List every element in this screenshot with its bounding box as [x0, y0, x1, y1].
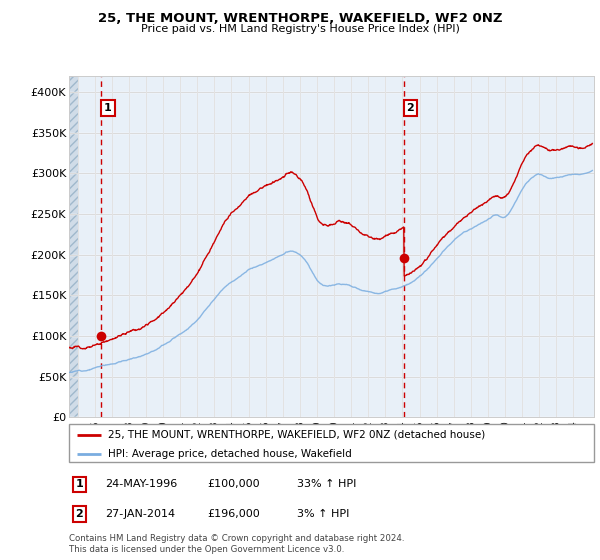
Text: 1: 1	[104, 103, 112, 113]
Text: 24-MAY-1996: 24-MAY-1996	[105, 479, 177, 489]
Text: 3% ↑ HPI: 3% ↑ HPI	[297, 509, 349, 519]
Text: Contains HM Land Registry data © Crown copyright and database right 2024.
This d: Contains HM Land Registry data © Crown c…	[69, 534, 404, 554]
Text: Price paid vs. HM Land Registry's House Price Index (HPI): Price paid vs. HM Land Registry's House …	[140, 24, 460, 34]
FancyBboxPatch shape	[69, 424, 594, 462]
Text: 2: 2	[76, 509, 83, 519]
Text: £196,000: £196,000	[207, 509, 260, 519]
Text: 25, THE MOUNT, WRENTHORPE, WAKEFIELD, WF2 0NZ: 25, THE MOUNT, WRENTHORPE, WAKEFIELD, WF…	[98, 12, 502, 25]
Text: HPI: Average price, detached house, Wakefield: HPI: Average price, detached house, Wake…	[109, 449, 352, 459]
Text: 33% ↑ HPI: 33% ↑ HPI	[297, 479, 356, 489]
Text: £100,000: £100,000	[207, 479, 260, 489]
Text: 25, THE MOUNT, WRENTHORPE, WAKEFIELD, WF2 0NZ (detached house): 25, THE MOUNT, WRENTHORPE, WAKEFIELD, WF…	[109, 430, 485, 440]
Text: 1: 1	[76, 479, 83, 489]
Text: 27-JAN-2014: 27-JAN-2014	[105, 509, 175, 519]
Bar	[69, 76, 77, 417]
Text: 2: 2	[406, 103, 414, 113]
